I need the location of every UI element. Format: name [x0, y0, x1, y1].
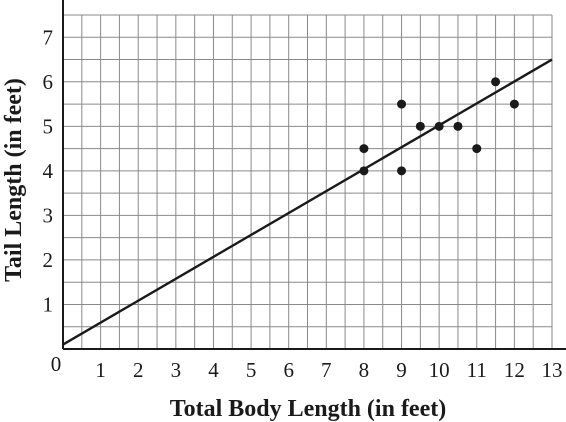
- x-tick-label: 6: [283, 358, 294, 382]
- y-tick-label: 2: [43, 248, 54, 272]
- data-point: [509, 99, 519, 109]
- y-axis-title: Tail Length (in feet): [1, 78, 27, 282]
- y-tick-labels: 1 2 3 4 5 6 7: [43, 25, 54, 316]
- x-tick-label: 4: [208, 358, 219, 382]
- y-tick-label: 5: [43, 114, 54, 138]
- data-point: [491, 77, 501, 87]
- data-point: [453, 121, 463, 131]
- data-point: [434, 121, 444, 131]
- y-tick-label: 6: [43, 70, 54, 94]
- x-tick-label: 5: [246, 358, 257, 382]
- x-tick-label: 11: [467, 358, 487, 382]
- x-tick-label: 8: [359, 358, 370, 382]
- data-point: [415, 121, 425, 131]
- x-tick-label: 9: [396, 358, 407, 382]
- x-tick-labels: 1 2 3 4 5 6 7 8 9 10 11 12 13: [95, 358, 562, 382]
- y-tick-label: 7: [43, 25, 54, 49]
- x-tick-label: 12: [504, 358, 525, 382]
- y-tick-label: 4: [43, 159, 54, 183]
- x-tick-label: 2: [133, 358, 144, 382]
- data-point: [359, 166, 369, 176]
- data-point: [472, 144, 482, 154]
- origin-label: 0: [51, 352, 62, 376]
- x-tick-label: 7: [321, 358, 332, 382]
- x-tick-label: 3: [171, 358, 182, 382]
- grid: [63, 14, 553, 349]
- x-tick-label: 1: [95, 358, 106, 382]
- y-tick-label: 3: [43, 203, 54, 227]
- data-point: [397, 99, 407, 109]
- x-axis-title: Total Body Length (in feet): [170, 396, 446, 422]
- data-point: [359, 144, 369, 154]
- data-points: [359, 77, 519, 176]
- y-tick-label: 1: [43, 292, 54, 316]
- x-tick-label: 13: [542, 358, 563, 382]
- x-tick-label: 10: [429, 358, 450, 382]
- data-point: [397, 166, 407, 176]
- trend-line: [62, 58, 553, 346]
